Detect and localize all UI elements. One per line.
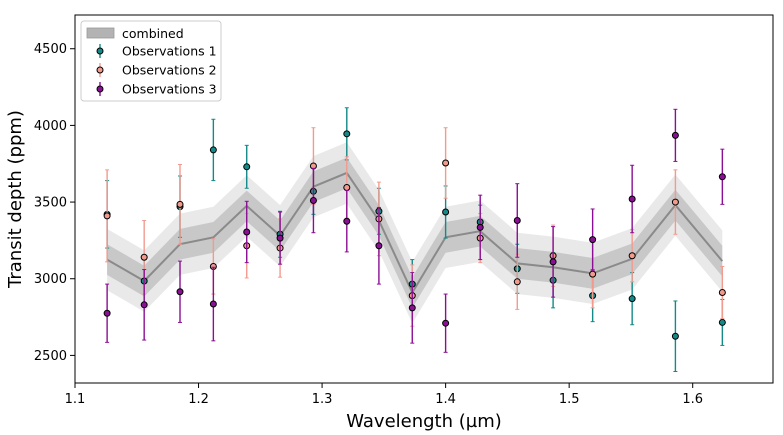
data-point <box>343 217 351 225</box>
data-point <box>513 278 521 286</box>
legend-marker <box>96 47 104 55</box>
data-point <box>243 163 251 171</box>
legend-observations-2-marker <box>96 63 104 77</box>
legend-observations-3-label: Observations 3 <box>122 82 217 97</box>
data-point <box>442 159 450 167</box>
x-axis-ticks: 1.1 1.2 1.3 1.4 1.5 1.6 <box>65 383 703 407</box>
x-tick-label: 1.5 <box>559 392 580 407</box>
x-tick-label: 1.3 <box>312 392 333 407</box>
data-point <box>375 242 383 250</box>
data-point <box>442 208 450 216</box>
legend-marker <box>96 85 104 93</box>
data-point <box>671 332 679 340</box>
y-tick-label: 3500 <box>34 196 67 211</box>
legend-marker <box>96 66 104 74</box>
x-axis-label: Wavelength (µm) <box>346 411 502 432</box>
legend-observations-3-marker <box>96 82 104 96</box>
legend-combined-swatch <box>86 27 115 39</box>
data-point <box>513 216 521 224</box>
y-axis-label: Transit depth (ppm) <box>5 110 26 289</box>
data-point <box>628 295 636 303</box>
y-axis-ticks: 2500 3000 3500 4000 4500 <box>34 42 75 364</box>
data-point <box>671 131 679 139</box>
observation-series <box>103 107 726 372</box>
data-point <box>309 197 317 205</box>
series-observations-3 <box>103 108 726 353</box>
axes-frame <box>74 14 774 384</box>
legend-observations-1-marker <box>96 44 104 58</box>
data-point <box>343 130 351 138</box>
data-point <box>628 252 636 260</box>
y-tick-label: 3000 <box>34 272 67 287</box>
data-point <box>589 236 597 244</box>
data-point <box>671 198 679 206</box>
data-point <box>718 173 726 181</box>
data-point <box>408 304 416 312</box>
data-point <box>549 258 557 266</box>
data-point <box>276 234 284 242</box>
data-point <box>718 289 726 297</box>
data-point <box>140 253 148 261</box>
data-point <box>176 200 184 208</box>
combined-line <box>106 171 724 295</box>
y-tick-label: 4500 <box>34 42 67 57</box>
data-point <box>209 146 217 154</box>
data-point <box>103 309 111 317</box>
data-point <box>628 195 636 203</box>
data-point <box>209 300 217 308</box>
legend-observations-1-label: Observations 1 <box>122 44 217 59</box>
x-tick-label: 1.4 <box>435 392 456 407</box>
y-tick-label: 4000 <box>34 119 67 134</box>
legend: combined Observations 1 Observations 2 O… <box>80 20 222 102</box>
legend-combined-label: combined <box>122 26 184 41</box>
data-point <box>243 228 251 236</box>
data-point <box>103 212 111 220</box>
data-point <box>140 301 148 309</box>
data-point <box>718 318 726 326</box>
data-point <box>476 223 484 231</box>
data-point <box>176 288 184 296</box>
combined-bands <box>106 142 724 324</box>
legend-observations-2-label: Observations 2 <box>122 63 217 78</box>
x-tick-label: 1.1 <box>65 392 86 407</box>
data-point <box>442 319 450 327</box>
x-tick-label: 1.6 <box>682 392 703 407</box>
data-point <box>343 184 351 191</box>
data-point <box>589 270 597 278</box>
legend-box <box>80 20 222 102</box>
y-tick-label: 2500 <box>34 349 67 364</box>
x-tick-label: 1.2 <box>188 392 209 407</box>
